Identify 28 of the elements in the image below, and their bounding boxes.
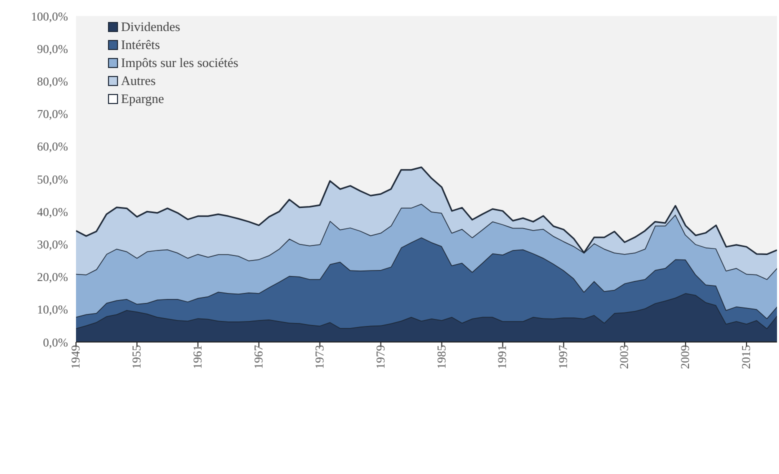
- x-tick-label: 1961: [190, 345, 204, 369]
- y-tick-label: 10,0%: [37, 302, 68, 317]
- legend-label: Impôts sur les sociétés: [121, 54, 238, 72]
- y-tick-label: 0,0%: [43, 335, 68, 350]
- legend-label: Intérêts: [121, 36, 160, 54]
- x-tick-label: 1967: [251, 345, 266, 369]
- y-tick-label: 40,0%: [37, 204, 68, 219]
- y-tick-label: 80,0%: [37, 74, 68, 88]
- y-tick-label: 70,0%: [37, 107, 68, 122]
- y-tick-label: 50,0%: [37, 172, 68, 186]
- x-tick-label: 2015: [739, 345, 754, 369]
- y-tick-label: 90,0%: [37, 42, 68, 56]
- legend-label: Autres: [121, 72, 156, 90]
- y-tick-label: 30,0%: [37, 237, 68, 252]
- x-tick-label: 1979: [373, 345, 388, 369]
- y-tick-label: 60,0%: [37, 140, 68, 154]
- x-tick-label: 1997: [556, 345, 570, 369]
- x-tick-label: 1949: [68, 345, 83, 369]
- legend-label: Epargne: [121, 90, 164, 108]
- x-tick-label: 1991: [495, 345, 510, 369]
- x-tick-label: 2003: [617, 345, 632, 369]
- x-tick-label: 1955: [129, 345, 144, 369]
- legend-label: Dividendes: [121, 18, 180, 36]
- y-tick-label: 100,0%: [31, 9, 68, 24]
- y-tick-label: 20,0%: [37, 270, 68, 284]
- x-tick-label: 2009: [678, 345, 692, 369]
- x-tick-label: 1985: [434, 345, 448, 369]
- x-tick-label: 1973: [312, 345, 326, 369]
